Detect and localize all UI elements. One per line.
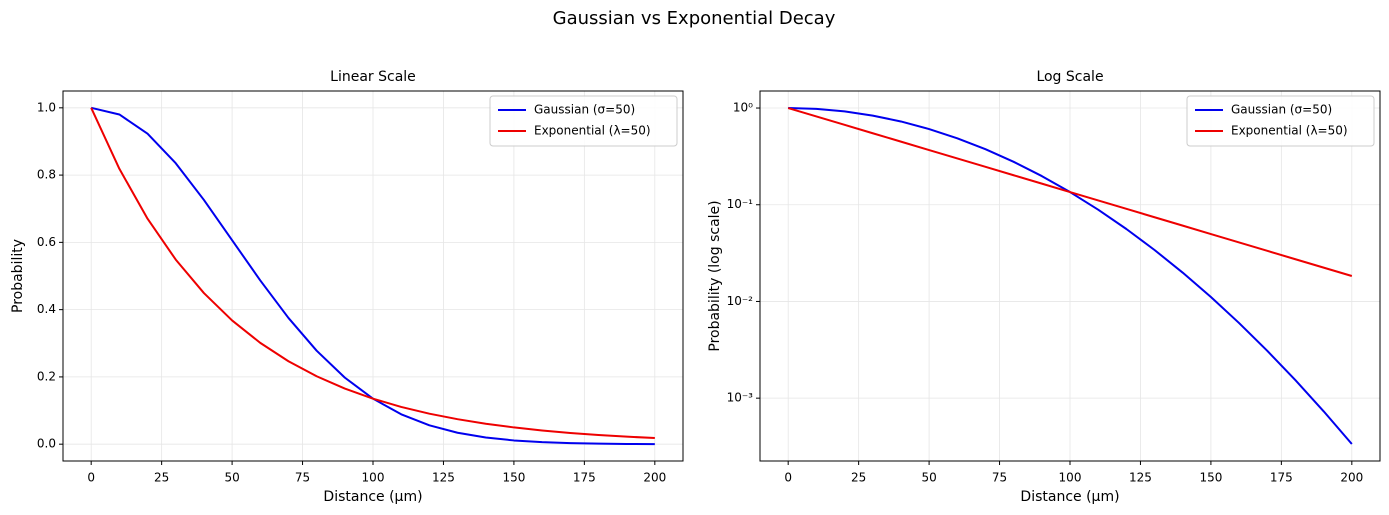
x-tick-label: 100 (362, 471, 385, 485)
y-tick-label: 10⁻² (727, 294, 754, 308)
x-tick-label: 150 (502, 471, 525, 485)
x-tick-label: 175 (573, 471, 596, 485)
x-tick-label: 100 (1059, 471, 1082, 485)
x-tick-label: 0 (87, 471, 95, 485)
axes-title: Log Scale (1036, 69, 1103, 85)
x-tick-label: 50 (224, 471, 239, 485)
series-line (90, 107, 655, 440)
legend-label: Exponential (λ=50) (534, 124, 651, 138)
legend-label: Exponential (λ=50) (1231, 124, 1348, 138)
y-tick-label: 0.8 (37, 168, 56, 182)
y-axis-label: Probability (log scale) (707, 200, 723, 351)
x-tick-label: 50 (921, 471, 936, 485)
axes-frame (62, 90, 684, 462)
y-tick-label: 0.0 (37, 437, 56, 451)
legend: Gaussian (σ=50) Exponential (λ=50) (1186, 95, 1375, 147)
x-axis-label: Distance (μm) (323, 489, 422, 505)
x-tick-label: 125 (432, 471, 455, 485)
x-tick-label: 200 (1340, 471, 1363, 485)
legend-label: Gaussian (σ=50) (1231, 103, 1332, 117)
y-axis-label: Probability (10, 239, 26, 313)
legend-box (489, 95, 678, 147)
x-tick-label: 75 (295, 471, 310, 485)
x-axis-label: Distance (μm) (1020, 489, 1119, 505)
axes-frame (759, 90, 1381, 462)
legend-box (1186, 95, 1375, 147)
y-tick-label: 10⁻³ (727, 391, 754, 405)
y-tick-label: 10⁰ (733, 101, 753, 115)
x-tick-label: 0 (784, 471, 792, 485)
x-tick-label: 150 (1199, 471, 1222, 485)
x-tick-label: 25 (851, 471, 866, 485)
axes-title: Linear Scale (330, 69, 416, 85)
y-tick-label: 0.6 (37, 235, 56, 249)
x-tick-label: 125 (1129, 471, 1152, 485)
series-line (787, 107, 1353, 277)
y-tick-label: 10⁻¹ (727, 197, 754, 211)
x-tick-label: 75 (992, 471, 1007, 485)
figure-title: Gaussian vs Exponential Decay (553, 8, 836, 29)
y-tick-label: 1.0 (37, 100, 56, 114)
y-tick-label: 0.2 (37, 369, 56, 383)
legend: Gaussian (σ=50) Exponential (λ=50) (489, 95, 678, 147)
x-tick-label: 25 (154, 471, 169, 485)
x-tick-label: 175 (1270, 471, 1293, 485)
legend-label: Gaussian (σ=50) (534, 103, 635, 117)
y-tick-label: 0.4 (37, 302, 56, 316)
x-tick-label: 200 (643, 471, 666, 485)
